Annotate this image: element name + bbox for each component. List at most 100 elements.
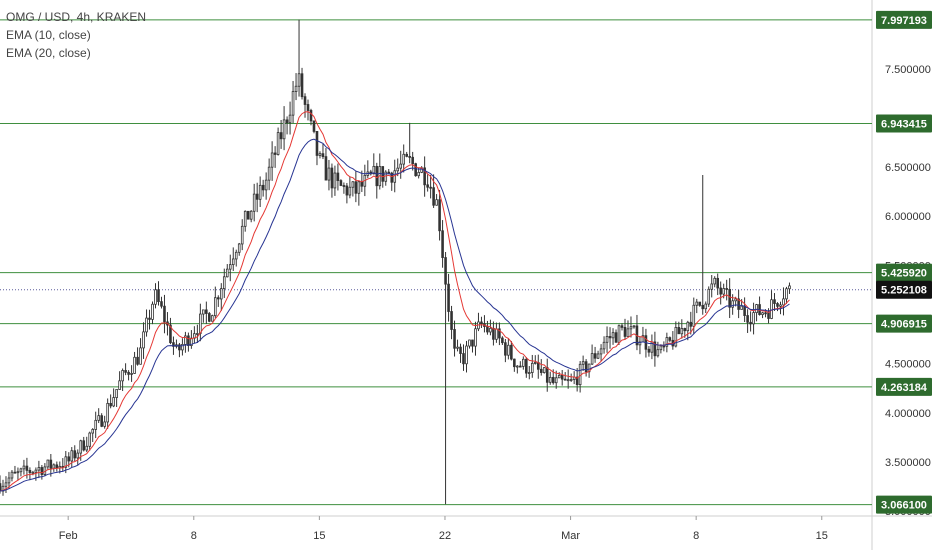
candle-body <box>243 210 247 227</box>
candle-body <box>25 465 29 471</box>
candle-body <box>228 264 232 270</box>
candle-body <box>414 163 417 177</box>
candle-body <box>31 471 35 474</box>
candle-body <box>486 326 489 333</box>
candle-body <box>680 328 684 335</box>
candle-body <box>516 365 519 368</box>
candle-body <box>743 305 746 316</box>
candle-body <box>617 325 621 343</box>
candle-body <box>46 459 50 468</box>
candle-body <box>154 289 157 305</box>
candle-body <box>324 156 328 181</box>
candle-body <box>513 358 516 368</box>
candle-body <box>291 91 295 116</box>
candle-body <box>764 312 767 315</box>
candle-body <box>530 362 534 373</box>
candle-body <box>653 341 657 357</box>
candle-body <box>109 402 112 407</box>
candle-body <box>492 327 495 340</box>
y-tick-label: 4.000000 <box>885 408 931 420</box>
candle-body <box>441 230 444 258</box>
candle-body <box>716 277 719 289</box>
candle-body <box>258 184 262 200</box>
level-price-label: 3.066100 <box>881 500 927 512</box>
candle-body <box>124 370 127 373</box>
chart-legend: OMG / USD, 4h, KRAKEN EMA (10, close) EM… <box>6 8 146 62</box>
level-price-label-bg <box>876 114 932 133</box>
y-tick-label: 6.000000 <box>885 211 931 223</box>
x-tick-label: 15 <box>816 530 828 542</box>
candle-body <box>767 312 770 319</box>
candle-body <box>169 324 172 344</box>
current-price-label-bg <box>876 280 932 299</box>
candle-body <box>16 471 20 474</box>
candle-body <box>456 346 459 349</box>
candle-body <box>246 210 250 220</box>
candle-body <box>214 297 217 317</box>
candle-body <box>629 326 633 330</box>
candle-body <box>315 131 319 156</box>
candle-body <box>542 367 546 373</box>
candle-body <box>13 471 17 474</box>
level-price-label-bg <box>876 314 932 333</box>
candle-body <box>710 283 714 290</box>
candle-body <box>614 332 618 343</box>
candle-body <box>178 344 181 351</box>
candle-body <box>339 180 343 186</box>
candle-body <box>151 303 154 320</box>
candle-body <box>504 342 507 356</box>
candle-body <box>602 341 606 350</box>
candle-body <box>701 304 705 310</box>
candle-body <box>689 321 693 327</box>
candle-body <box>528 372 531 374</box>
candle-body <box>438 199 441 232</box>
candle-body <box>432 187 435 206</box>
candle-body <box>234 251 238 260</box>
candle-body <box>722 288 725 295</box>
candle-body <box>719 287 722 295</box>
candle-body <box>785 288 788 300</box>
candle-body <box>288 114 292 124</box>
level-price-label-bg <box>876 377 932 396</box>
candle-body <box>312 120 316 132</box>
candle-body <box>351 181 355 188</box>
candle-body <box>225 268 229 278</box>
candle-body <box>707 288 711 305</box>
x-tick-label: 15 <box>313 530 325 542</box>
candle-body <box>554 377 558 384</box>
candle-body <box>112 397 115 407</box>
candle-body <box>698 301 702 306</box>
candle-body <box>674 327 678 347</box>
candle-body <box>453 329 456 349</box>
candle-body <box>737 298 740 310</box>
candle-body <box>611 332 615 339</box>
candle-body <box>471 339 474 347</box>
candle-body <box>303 96 307 105</box>
candle-body <box>507 344 510 356</box>
candle-body <box>264 179 268 191</box>
candle-body <box>297 73 301 87</box>
candle-body <box>231 258 235 266</box>
x-tick-label: 22 <box>439 530 451 542</box>
candle-body <box>399 163 403 169</box>
level-price-label: 5.425920 <box>881 268 927 280</box>
candle-body <box>348 186 352 196</box>
candle-body <box>677 327 681 335</box>
level-price-label: 4.906915 <box>881 319 927 331</box>
candle-body <box>157 289 160 303</box>
candle-body <box>692 304 696 327</box>
candle-body <box>261 184 265 191</box>
candle-body <box>525 358 528 374</box>
candle-body <box>145 317 148 333</box>
candle-body <box>489 327 492 333</box>
candle-body <box>205 309 208 314</box>
candle-body <box>665 337 669 347</box>
candle-body <box>249 210 253 220</box>
candle-body <box>85 445 89 451</box>
candle-body <box>100 415 103 427</box>
candle-body <box>447 283 450 312</box>
candle-body <box>776 303 779 307</box>
candle-body <box>342 185 346 187</box>
